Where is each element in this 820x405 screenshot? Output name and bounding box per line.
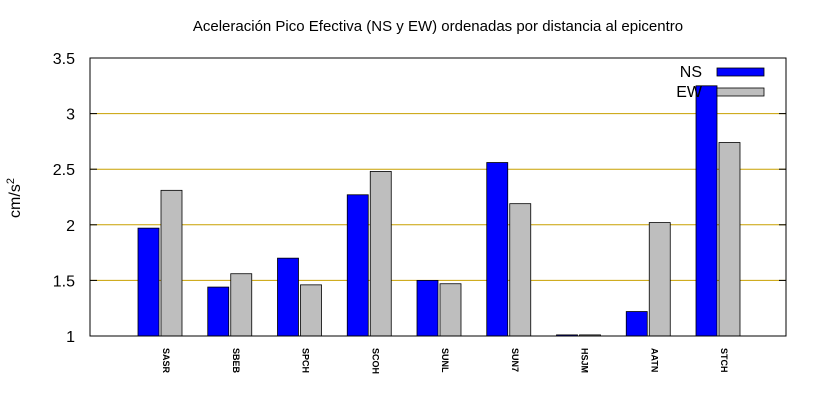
y-tick-label: 1 [66, 329, 75, 346]
y-axis-label: cm/s2 [5, 178, 24, 218]
y-axis-label-text: cm/s [7, 184, 24, 218]
y-tick-label: 2 [66, 218, 75, 235]
bar-ns-aatn [625, 311, 648, 337]
x-tick-label: STCH [719, 348, 729, 373]
y-tick-label: 2.5 [53, 162, 75, 179]
bar-ew-stch [718, 142, 741, 337]
bar-ns-sun7 [486, 162, 509, 337]
legend-label: EW [676, 84, 703, 101]
y-tick-label: 3.5 [53, 51, 75, 68]
bar-ew-aatn [648, 222, 671, 337]
x-tick-label: SUNL [440, 348, 450, 373]
x-tick-label: SBEB [231, 348, 241, 374]
y-tick-label: 3 [66, 107, 75, 124]
legend-label: NS [680, 64, 702, 81]
legend-swatch-ns [716, 67, 765, 77]
x-tick-label: SPCH [301, 348, 311, 373]
legend-swatch-ew [716, 87, 765, 97]
x-tick-label: HSJM [580, 348, 590, 373]
chart-title: Aceleración Pico Efectiva (NS y EW) orde… [193, 18, 683, 35]
bar-ns-stch [695, 85, 718, 337]
bar-ew-sun7 [509, 203, 532, 337]
bar-ew-sasr [160, 189, 183, 337]
plot-frame [89, 57, 787, 337]
x-tick-label: SASR [161, 348, 171, 374]
bar-ns-sasr [137, 227, 160, 337]
gridlines [90, 113, 786, 281]
x-tick-label: AATN [649, 348, 659, 372]
bar-ew-scoh [369, 171, 392, 337]
x-tick-label: SCOH [370, 348, 380, 374]
y-axis-ticks: 1 1.5 2 2.5 3 3.5 [53, 51, 786, 346]
bar-ns-scoh [346, 194, 369, 337]
y-tick-label: 1.5 [53, 273, 75, 290]
x-tick-label: SUN7 [510, 348, 520, 372]
bar-ns-sunl [416, 279, 439, 337]
bar-ew-spch [300, 284, 322, 337]
bar-ns-spch [277, 257, 299, 337]
bar-ew-sbeb [230, 273, 253, 337]
x-axis-ticks: SASR SBEB SPCH SCOH SUNL SUN7 HSJM AATN STCH [161, 348, 729, 374]
bars [137, 85, 741, 337]
legend: NS EW [676, 64, 765, 101]
bar-ew-sunl [439, 283, 462, 337]
y-axis-label-superscript: 2 [5, 178, 17, 184]
bar-ns-sbeb [207, 286, 230, 337]
